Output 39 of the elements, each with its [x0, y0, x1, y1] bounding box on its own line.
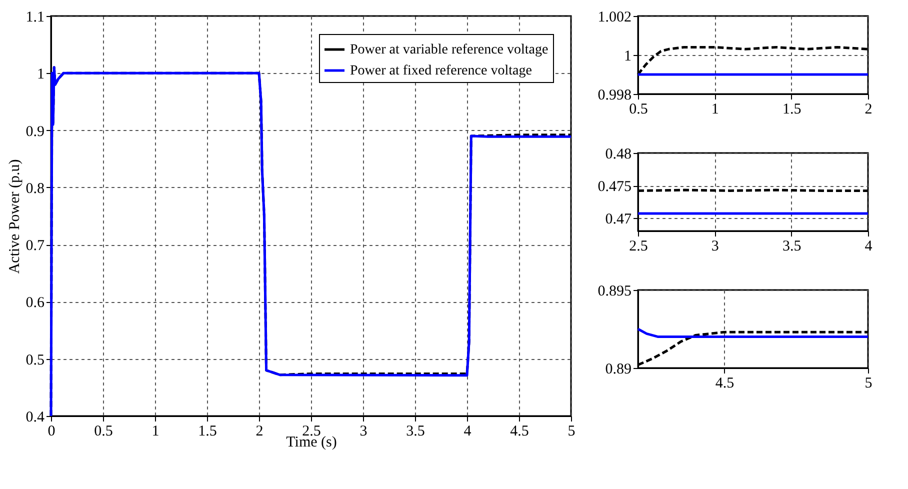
- x-tick-label: 0: [48, 424, 56, 440]
- y-tick-label: 1.1: [26, 10, 44, 26]
- legend-label: Power at variable reference voltage: [350, 42, 548, 58]
- x-tick-label: 4: [864, 238, 873, 254]
- x-tick-label: 1.5: [782, 102, 802, 118]
- y-tick-label: 0.8: [26, 180, 44, 197]
- y-tick-label: 0.7: [26, 238, 45, 254]
- y-tick-label: 0.475: [598, 179, 632, 195]
- x-tick-label: 4: [464, 424, 472, 440]
- x-tick-label: 1.5: [198, 424, 217, 440]
- y-tick-label: 0.5: [26, 352, 44, 368]
- x-tick-label: 2.5: [629, 238, 648, 254]
- y-tick-label: 0.89: [605, 362, 632, 378]
- y-tick-label: 0.895: [598, 284, 632, 300]
- y-tick-label: 0.4: [26, 410, 45, 426]
- x-tick-label: 5: [864, 376, 872, 392]
- y-axis-title: Active Power (p.u): [6, 159, 23, 274]
- x-tick-label: 4.5: [715, 376, 734, 392]
- y-tick-label: 0.9: [26, 124, 44, 140]
- legend-label: Power at fixed reference voltage: [350, 64, 532, 78]
- y-tick-label: 0.998: [598, 88, 632, 104]
- x-tick-label: 0.5: [629, 102, 648, 118]
- x-tick-label: 1: [152, 424, 160, 440]
- x-tick-label: 3: [711, 238, 719, 254]
- y-tick-label: 0.6: [26, 295, 45, 312]
- x-tick-label: 4.5: [510, 424, 529, 440]
- x-tick-label: 0.5: [94, 424, 113, 440]
- y-tick-label: 1: [624, 48, 632, 64]
- y-tick-label: 0.47: [605, 212, 632, 228]
- x-tick-label: 1: [711, 102, 719, 118]
- x-tick-label: 3: [360, 424, 368, 440]
- y-tick-label: 1.002: [598, 10, 632, 26]
- x-tick-label: 2: [256, 424, 264, 440]
- x-tick-label: 3.5: [406, 424, 425, 440]
- x-tick-label: 2: [864, 102, 872, 118]
- y-tick-label: 0.48: [605, 146, 632, 162]
- x-tick-label: 5: [568, 424, 576, 440]
- x-tick-label: 3.5: [782, 238, 802, 254]
- y-tick-label: 1: [37, 66, 44, 83]
